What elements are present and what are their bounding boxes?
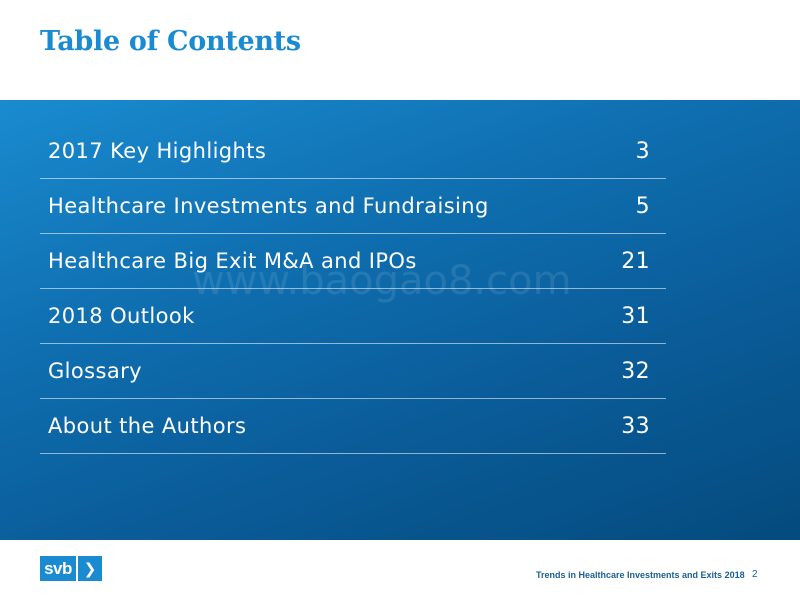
toc-item-key-highlights[interactable]: 2017 Key Highlights 3 xyxy=(40,124,666,179)
toc-item-page: 21 xyxy=(621,248,650,274)
toc-list: 2017 Key Highlights 3 Healthcare Investm… xyxy=(40,124,666,454)
toc-item-page: 31 xyxy=(621,303,650,329)
toc-item-label: 2018 Outlook xyxy=(48,304,195,328)
toc-item-page: 33 xyxy=(621,413,650,439)
toc-item-big-exit[interactable]: Healthcare Big Exit M&A and IPOs 21 xyxy=(40,234,666,289)
toc-item-page: 3 xyxy=(635,138,650,164)
toc-item-outlook[interactable]: 2018 Outlook 31 xyxy=(40,289,666,344)
toc-item-page: 5 xyxy=(635,193,650,219)
toc-item-label: Healthcare Big Exit M&A and IPOs xyxy=(48,249,417,273)
toc-item-label: Glossary xyxy=(48,359,142,383)
page-number: 2 xyxy=(752,569,758,580)
toc-item-label: Healthcare Investments and Fundraising xyxy=(48,194,489,218)
toc-panel: www.baogao8.com 2017 Key Highlights 3 He… xyxy=(0,100,800,540)
chevron-right-icon: ❯ xyxy=(78,556,102,581)
toc-item-page: 32 xyxy=(621,358,650,384)
toc-item-glossary[interactable]: Glossary 32 xyxy=(40,344,666,399)
toc-item-about-authors[interactable]: About the Authors 33 xyxy=(40,399,666,454)
page-title: Table of Contents xyxy=(40,26,301,57)
report-title: Trends in Healthcare Investments and Exi… xyxy=(536,570,745,580)
watermark: www.baogao8.com xyxy=(192,258,572,304)
toc-item-label: 2017 Key Highlights xyxy=(48,139,267,163)
svb-logo: svb ❯ xyxy=(40,556,102,581)
logo-text: svb xyxy=(40,556,76,581)
toc-item-investments-fundraising[interactable]: Healthcare Investments and Fundraising 5 xyxy=(40,179,666,234)
toc-item-label: About the Authors xyxy=(48,414,247,438)
